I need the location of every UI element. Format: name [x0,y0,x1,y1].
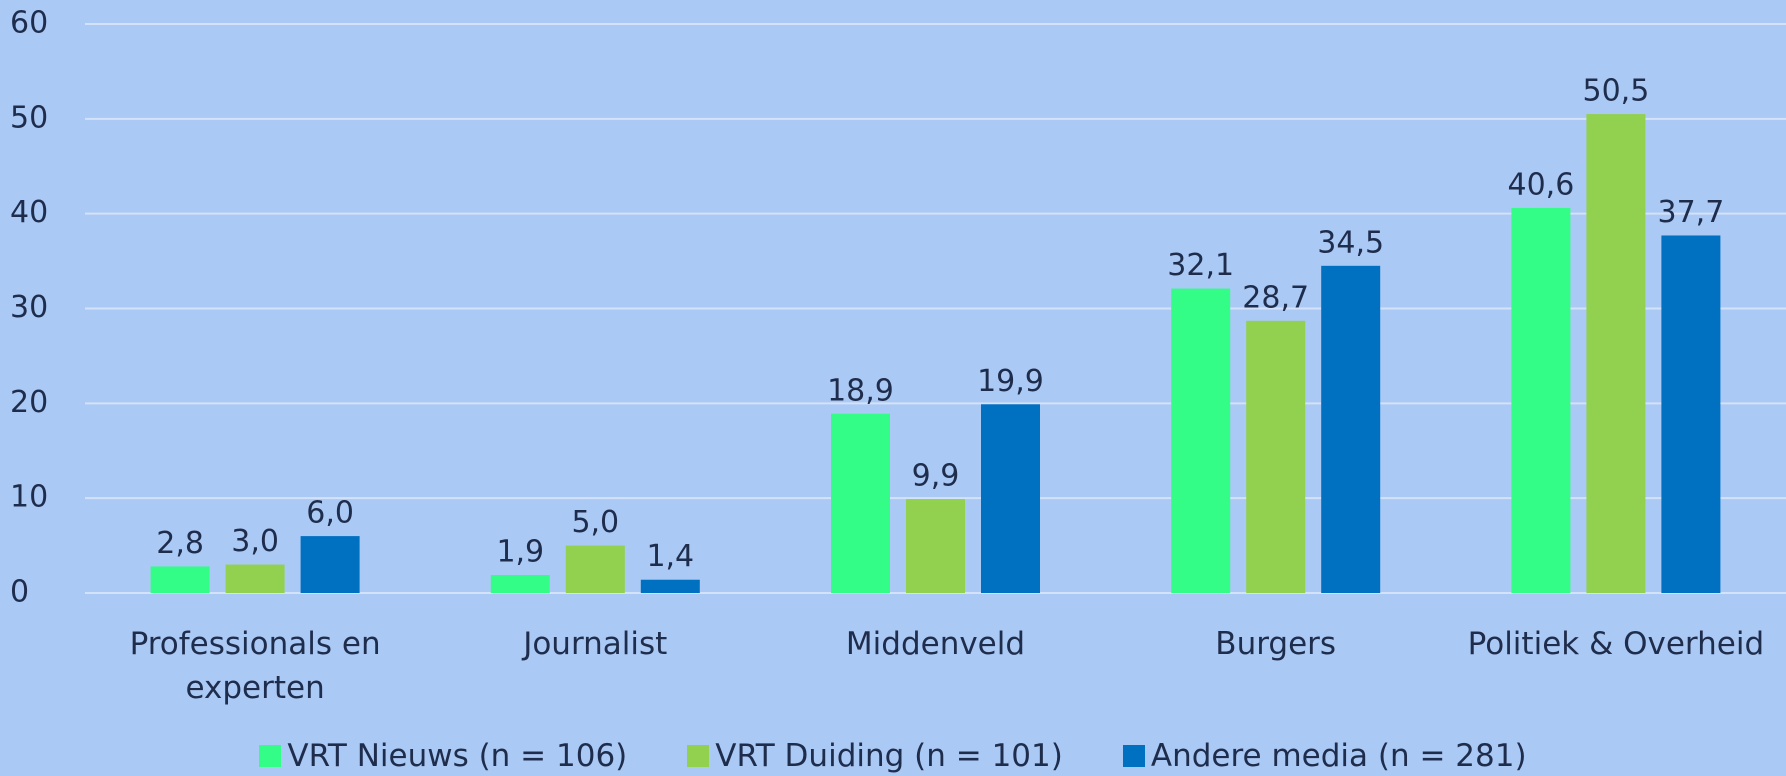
bar [1586,114,1646,593]
bar [1321,265,1381,593]
legend-label: VRT Duiding (n = 101) [715,738,1063,774]
y-tick-label: 30 [10,290,48,325]
x-tick-label: Middenveld [845,626,1026,662]
bar [906,499,965,593]
legend-item: VRT Nieuws (n = 106) [259,736,627,776]
legend-label: Andere media (n = 281) [1150,738,1527,774]
bar [150,566,210,593]
data-label: 34,5 [1317,225,1384,260]
bar [981,404,1040,593]
data-label: 40,6 [1508,167,1575,202]
y-tick-label: 20 [10,385,48,420]
bar [1171,288,1231,593]
data-label: 6,0 [306,496,354,531]
y-tick-label: 40 [10,195,48,230]
bar [1246,320,1306,593]
x-tick-label: Burgers [1215,626,1337,662]
data-label: 9,9 [912,459,960,494]
legend-item: Andere media (n = 281) [1122,736,1527,776]
data-label: 3,0 [231,524,279,559]
legend-swatch [259,745,282,767]
bar [225,564,285,593]
bar [640,579,700,593]
x-tick-label: Professionals en experten [129,626,381,706]
bar [490,574,550,593]
data-label: 18,9 [827,373,894,408]
x-tick-label: Journalist [523,626,668,662]
data-label: 5,0 [571,505,619,540]
bar [1661,235,1721,593]
legend: VRT Nieuws (n = 106) VRT Duiding (n = 101… [0,736,1786,776]
y-tick-label: 0 [10,575,29,610]
data-label: 32,1 [1167,248,1234,283]
legend-label: VRT Nieuws (n = 106) [287,738,628,774]
y-tick-label: 10 [10,480,48,515]
data-label: 1,4 [646,539,694,574]
data-label: 37,7 [1658,195,1725,230]
legend-swatch [687,745,710,767]
data-label: 1,9 [496,534,544,569]
data-label: 28,7 [1242,280,1309,315]
bar [300,536,360,593]
bar [831,413,890,593]
x-tick-label: Politiek & Overheid [1467,626,1765,662]
y-tick-label: 50 [10,100,48,135]
data-label: 2,8 [156,526,204,561]
legend-item: VRT Duiding (n = 101) [687,736,1063,776]
bar [1511,207,1571,593]
data-label: 50,5 [1583,74,1650,109]
data-label: 19,9 [977,364,1044,399]
y-tick-label: 60 [10,6,48,41]
legend-swatch [1122,745,1145,767]
bar [565,545,625,593]
